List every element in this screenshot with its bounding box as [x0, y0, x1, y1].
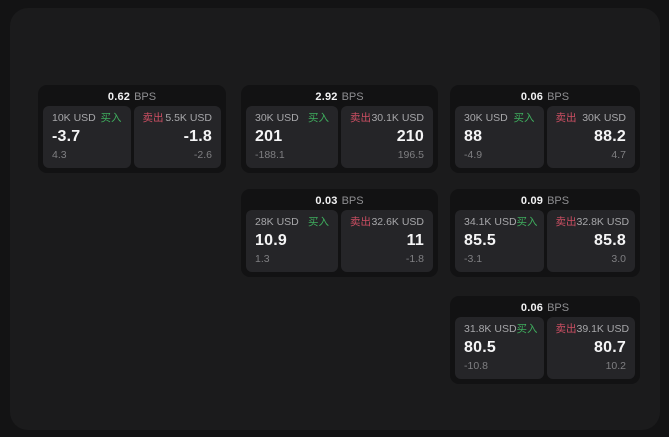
spread-value: 2.92 — [315, 90, 338, 103]
sell-delta: -2.6 — [193, 149, 212, 161]
sell-delta: 4.7 — [611, 149, 626, 161]
spread-unit-label: BPS — [547, 194, 570, 207]
buy-amount-label: 30K USD — [464, 112, 508, 124]
buy-amount-label: 28K USD — [255, 216, 299, 228]
buy-quote-tile[interactable]: 10K USD 买入 -3.7 4.3 — [43, 106, 131, 168]
sell-price: 85.8 — [594, 232, 626, 249]
sell-quote-tile[interactable]: 卖出 30.1K USD 210 196.5 — [341, 106, 433, 168]
sell-price: -1.8 — [183, 128, 212, 145]
buy-amount-label: 10K USD — [52, 112, 96, 124]
sell-amount-label: 30.1K USD — [371, 112, 424, 124]
sell-quote-tile[interactable]: 卖出 32.8K USD 85.8 3.0 — [546, 210, 635, 272]
buy-side-label: 买入 — [308, 216, 329, 228]
spread-header: 0.09 BPS — [450, 189, 640, 210]
spread-header: 0.62 BPS — [38, 85, 226, 106]
buy-side-label: 买入 — [516, 323, 538, 335]
buy-price: 88 — [464, 128, 483, 145]
buy-quote-tile[interactable]: 34.1K USD 买入 85.5 -3.1 — [455, 210, 544, 272]
buy-price: 10.9 — [255, 232, 287, 249]
spread-header: 2.92 BPS — [241, 85, 438, 106]
spread-value: 0.06 — [520, 301, 544, 314]
spread-unit-label: BPS — [547, 90, 570, 103]
spread-unit-label: BPS — [341, 90, 364, 103]
spread-unit-label: BPS — [341, 194, 364, 207]
buy-delta: -4.9 — [464, 149, 483, 161]
buy-price: -3.7 — [52, 128, 81, 145]
sell-amount-label: 30K USD — [582, 112, 626, 124]
sell-amount-label: 32.6K USD — [371, 216, 424, 228]
spread-unit-label: BPS — [547, 301, 570, 314]
sell-amount-label: 5.5K USD — [165, 112, 212, 124]
buy-side-label: 买入 — [513, 112, 535, 124]
quote-board: 0.62 BPS 10K USD 买入 -3.7 4.3 卖出 5.5K USD — [10, 8, 660, 430]
buy-delta: -10.8 — [464, 360, 488, 372]
sell-side-label: 卖出 — [350, 112, 371, 124]
spread-value: 0.09 — [520, 194, 544, 207]
sell-price: 11 — [406, 232, 424, 249]
sell-delta: 10.2 — [605, 360, 626, 372]
buy-delta: -3.1 — [464, 253, 483, 265]
sell-delta: 3.0 — [611, 253, 626, 265]
buy-delta: -188.1 — [255, 149, 285, 161]
sell-side-label: 卖出 — [350, 216, 371, 228]
buy-delta: 4.3 — [52, 149, 67, 161]
buy-price: 85.5 — [464, 232, 496, 249]
buy-price: 80.5 — [464, 339, 496, 356]
sell-quote-tile[interactable]: 卖出 30K USD 88.2 4.7 — [546, 106, 635, 168]
quote-card: 0.03 BPS 28K USD 买入 10.9 1.3 卖出 32.6K US… — [241, 189, 438, 277]
quote-card: 2.92 BPS 30K USD 买入 201 -188.1 卖出 30.1K … — [241, 85, 438, 173]
spread-value: 0.62 — [107, 90, 131, 103]
spread-value: 0.03 — [315, 194, 338, 207]
buy-amount-label: 34.1K USD — [464, 216, 517, 228]
sell-price: 210 — [396, 128, 424, 145]
quote-card: 0.06 BPS 31.8K USD 买入 80.5 -10.8 卖出 39.1… — [450, 296, 640, 384]
sell-quote-tile[interactable]: 卖出 32.6K USD 11 -1.8 — [341, 210, 433, 272]
buy-price: 201 — [255, 128, 283, 145]
spread-header: 0.06 BPS — [450, 296, 640, 317]
quote-card: 0.62 BPS 10K USD 买入 -3.7 4.3 卖出 5.5K USD — [38, 85, 226, 173]
buy-side-label: 买入 — [100, 112, 122, 124]
buy-quote-tile[interactable]: 30K USD 买入 88 -4.9 — [455, 106, 544, 168]
sell-amount-label: 32.8K USD — [576, 216, 630, 228]
buy-amount-label: 30K USD — [255, 112, 299, 124]
sell-quote-tile[interactable]: 卖出 39.1K USD 80.7 10.2 — [546, 317, 635, 379]
sell-side-label: 卖出 — [555, 216, 577, 228]
buy-amount-label: 31.8K USD — [464, 323, 517, 335]
sell-side-label: 卖出 — [555, 323, 577, 335]
sell-quote-tile[interactable]: 卖出 5.5K USD -1.8 -2.6 — [133, 106, 221, 168]
spread-value: 0.06 — [520, 90, 544, 103]
sell-price: 80.7 — [594, 339, 626, 356]
sell-side-label: 卖出 — [142, 112, 164, 124]
sell-delta: -1.8 — [405, 253, 424, 265]
quote-card: 0.06 BPS 30K USD 买入 88 -4.9 卖出 30K USD — [450, 85, 640, 173]
buy-side-label: 买入 — [308, 112, 329, 124]
spread-header: 0.03 BPS — [241, 189, 438, 210]
buy-quote-tile[interactable]: 30K USD 买入 201 -188.1 — [246, 106, 338, 168]
buy-side-label: 买入 — [516, 216, 538, 228]
sell-amount-label: 39.1K USD — [576, 323, 630, 335]
spread-header: 0.06 BPS — [450, 85, 640, 106]
sell-delta: 196.5 — [397, 149, 424, 161]
buy-delta: 1.3 — [255, 253, 270, 265]
buy-quote-tile[interactable]: 28K USD 买入 10.9 1.3 — [246, 210, 338, 272]
spread-unit-label: BPS — [134, 90, 157, 103]
sell-side-label: 卖出 — [555, 112, 577, 124]
sell-price: 88.2 — [594, 128, 626, 145]
buy-quote-tile[interactable]: 31.8K USD 买入 80.5 -10.8 — [455, 317, 544, 379]
quote-card: 0.09 BPS 34.1K USD 买入 85.5 -3.1 卖出 32.8K… — [450, 189, 640, 277]
